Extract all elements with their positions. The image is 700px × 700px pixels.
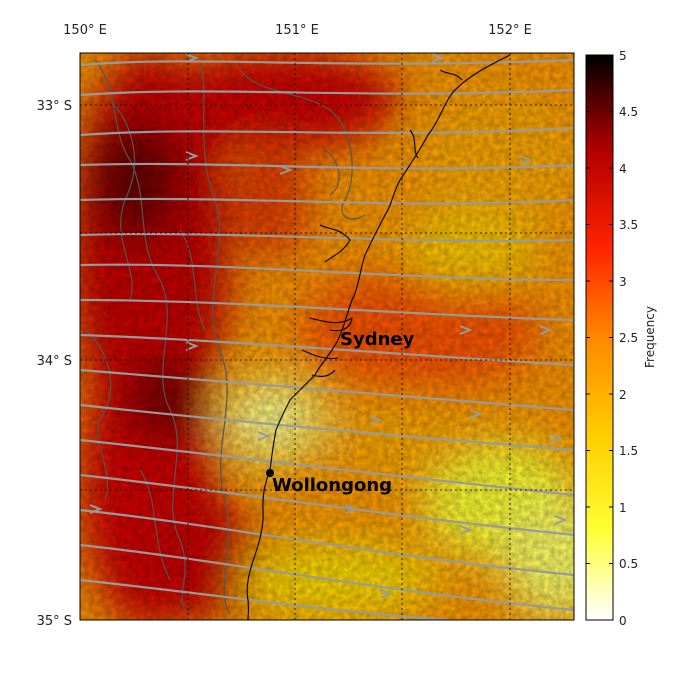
city-label-sydney: Sydney	[340, 329, 415, 350]
colorbar-tick-1-5: 1.5	[619, 444, 638, 458]
lat-label-34: 34° S	[37, 354, 72, 369]
colorbar-tick-4-5: 4.5	[619, 105, 638, 119]
lon-label-150: 150° E	[63, 23, 107, 38]
wind-streamlines	[80, 58, 574, 620]
colorbar: 5 4.5 4 3.5 3 2.5 2 1.5 1 0.5 0 Frequenc…	[585, 49, 657, 628]
latitude-axis: 33° S 34° S 35° S	[37, 99, 72, 629]
terrain-contours	[84, 59, 366, 616]
lon-label-151: 151° E	[275, 23, 319, 38]
map-frame	[79, 52, 575, 621]
lon-label-152: 152° E	[488, 23, 532, 38]
city-label-wollongong: Wollongong	[272, 475, 392, 496]
lat-label-33: 33° S	[37, 99, 72, 114]
colorbar-tick-2-5: 2.5	[619, 331, 638, 345]
streamline-arrows	[89, 53, 568, 599]
colorbar-tick-3: 3	[619, 275, 627, 289]
colorbar-tick-2: 2	[619, 388, 627, 402]
colorbar-title: Frequency	[643, 306, 657, 368]
colorbar-scale	[585, 54, 614, 621]
city-markers: Sydney Wollongong	[266, 329, 415, 496]
graticule	[80, 53, 574, 620]
colorbar-tick-1: 1	[619, 501, 627, 515]
longitude-axis: 150° E 151° E 152° E	[63, 23, 532, 38]
colorbar-ticks	[586, 54, 613, 621]
colorbar-tick-0-5: 0.5	[619, 557, 638, 571]
coastline	[246, 54, 511, 620]
lat-label-35: 35° S	[37, 614, 72, 629]
colorbar-tick-0: 0	[619, 614, 627, 628]
colorbar-tick-4: 4	[619, 162, 627, 176]
colorbar-tick-5: 5	[619, 49, 627, 63]
wollongong-marker	[266, 469, 274, 477]
colorbar-tick-3-5: 3.5	[619, 218, 638, 232]
